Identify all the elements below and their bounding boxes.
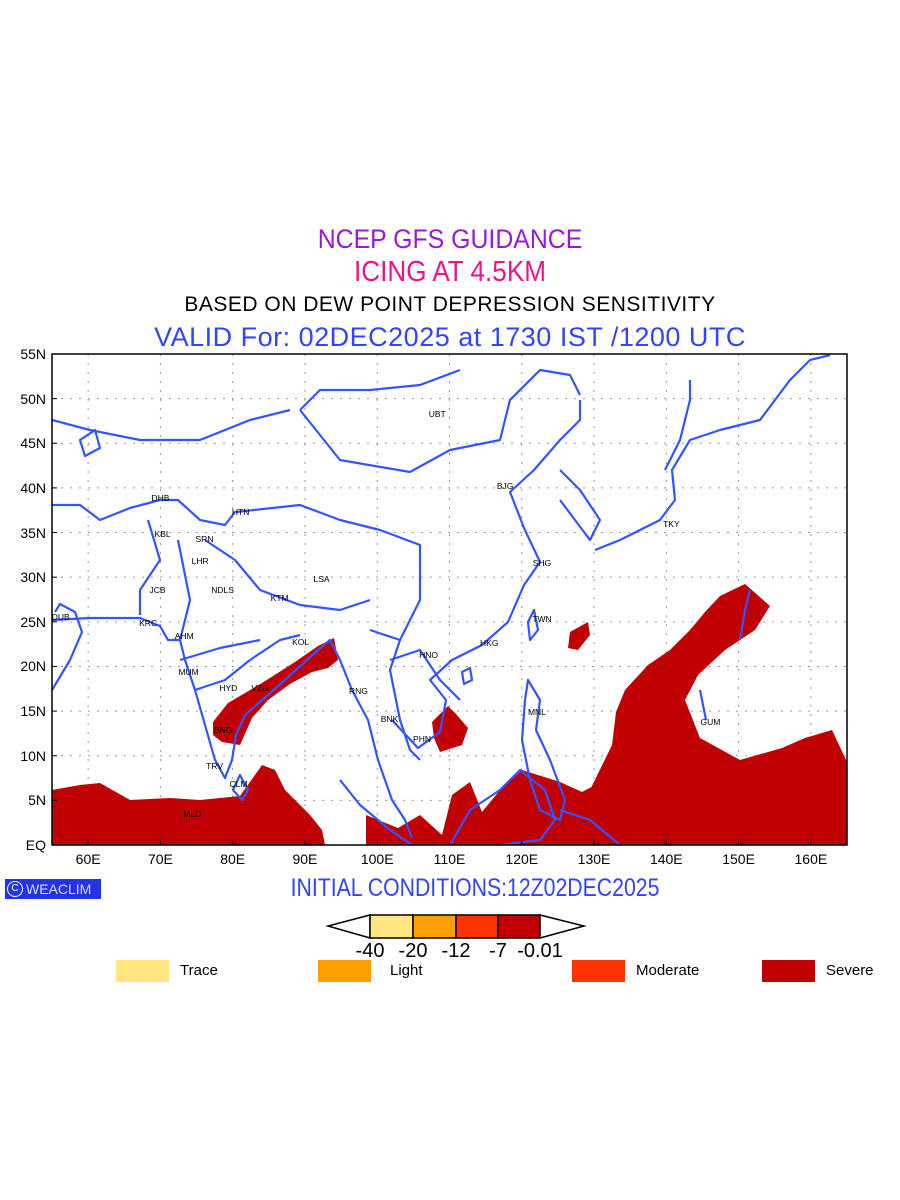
y-tick-label: 30N bbox=[20, 569, 46, 586]
y-tick-label: 35N bbox=[20, 524, 46, 541]
legend-label-severe: Severe bbox=[826, 962, 874, 979]
x-tick-label: 100E bbox=[360, 851, 394, 867]
x-tick-label: 60E bbox=[75, 851, 101, 867]
city-label-hno: HNO bbox=[419, 649, 438, 660]
chart-title: NCEP GFS GUIDANCE bbox=[317, 224, 583, 254]
legend-swatch-light bbox=[318, 960, 371, 982]
legend-label-light: Light bbox=[390, 962, 423, 979]
city-label-hkg: HKG bbox=[480, 638, 499, 649]
logo-text: WEACLIM bbox=[26, 881, 92, 897]
city-label-lhr: LHR bbox=[191, 556, 209, 567]
legend-swatch-trace bbox=[116, 960, 169, 982]
city-label-shg: SHG bbox=[532, 557, 552, 568]
y-tick-label: 45N bbox=[20, 435, 46, 452]
y-tick-label: 40N bbox=[20, 479, 46, 496]
colorbar-label: -7 bbox=[489, 940, 507, 962]
city-label-rng: RNG bbox=[348, 686, 368, 697]
city-label-phn: PHN bbox=[413, 733, 432, 744]
valid-time: VALID For: 02DEC2025 at 1730 IST /1200 U… bbox=[154, 322, 746, 352]
city-label-ktm: KTM bbox=[270, 592, 289, 603]
legend-label-trace: Trace bbox=[180, 962, 218, 979]
colorbar bbox=[325, 914, 587, 939]
city-label-mld: MLD bbox=[183, 808, 202, 819]
city-label-lsa: LSA bbox=[313, 573, 330, 584]
weaclim-logo: C WEACLIM bbox=[5, 879, 101, 899]
city-label-vzg: VZG bbox=[251, 682, 269, 693]
initial-conditions: INITIAL CONDITIONS:12Z02DEC2025 bbox=[290, 874, 660, 902]
city-label-htn: HTN bbox=[231, 507, 250, 517]
icing-area-vietnam bbox=[432, 706, 468, 752]
x-tick-label: 120E bbox=[505, 851, 539, 867]
legend-swatch-moderate bbox=[572, 960, 625, 982]
y-tick-label: 20N bbox=[20, 658, 46, 675]
city-label-dub: DUB bbox=[51, 612, 70, 623]
city-label-ndls: NDLS bbox=[211, 584, 234, 595]
colorbar-light bbox=[412, 914, 457, 939]
copyright-icon: C bbox=[7, 881, 23, 897]
coastlines-and-borders bbox=[52, 354, 831, 845]
x-tick-label: 80E bbox=[220, 851, 246, 867]
basis-text: BASED ON DEW POINT DEPRESSION SENSITIVIT… bbox=[184, 293, 716, 316]
y-tick-label: 5N bbox=[28, 792, 46, 809]
y-tick-label: 25N bbox=[20, 613, 46, 630]
x-tick-label: 150E bbox=[722, 851, 755, 867]
colorbar-label: -40 bbox=[355, 940, 385, 962]
city-label-twn: TWN bbox=[532, 614, 552, 625]
colorbar-trace bbox=[369, 914, 414, 939]
city-label-ubt: UBT bbox=[428, 408, 446, 419]
colorbar-severe bbox=[497, 914, 541, 939]
y-tick-label: 55N bbox=[20, 346, 46, 362]
city-label-kbl: KBL bbox=[154, 529, 171, 540]
colorbar-label: -0.01 bbox=[517, 940, 563, 962]
colorbar-left-arrow bbox=[325, 914, 371, 939]
city-label-bng: BNG bbox=[214, 724, 233, 735]
x-tick-label: 160E bbox=[794, 851, 828, 867]
legend-swatch-severe bbox=[762, 960, 815, 982]
icing-area-western-pacific bbox=[590, 584, 847, 845]
x-tick-label: 130E bbox=[577, 851, 611, 867]
city-label-hyd: HYD bbox=[219, 682, 238, 693]
colorbar-label: -20 bbox=[398, 940, 428, 962]
colorbar-moderate bbox=[455, 914, 499, 939]
x-tick-label: 110E bbox=[433, 851, 466, 867]
y-tick-label: 50N bbox=[20, 390, 46, 407]
city-label-krc: KRC bbox=[139, 617, 158, 628]
y-tick-label: 10N bbox=[20, 747, 46, 764]
y-tick-label: 15N bbox=[20, 703, 46, 720]
city-label-kol: KOL bbox=[292, 637, 310, 648]
chart-subtitle: ICING AT 4.5KM bbox=[354, 256, 546, 288]
icing-area-indonesia bbox=[366, 770, 640, 845]
city-label-mnl: MNL bbox=[527, 706, 546, 717]
city-label-gum: GUM bbox=[700, 716, 721, 727]
colorbar-right-arrow bbox=[539, 914, 587, 939]
city-label-dhb: DHB bbox=[151, 492, 170, 503]
city-label-tky: TKY bbox=[663, 518, 680, 529]
x-tick-label: 70E bbox=[147, 851, 173, 867]
legend-label-moderate: Moderate bbox=[636, 962, 700, 979]
severe-icing-areas bbox=[52, 584, 847, 845]
city-label-trv: TRV bbox=[206, 761, 224, 772]
city-label-mum: MUM bbox=[178, 666, 199, 677]
city-label-clm: CLM bbox=[229, 779, 248, 790]
city-label-ahm: AHM bbox=[174, 631, 194, 642]
city-label-bjg: BJG bbox=[496, 481, 514, 492]
y-tick-label: EQ bbox=[25, 837, 46, 853]
city-label-srn: SRN bbox=[195, 533, 214, 544]
x-tick-label: 90E bbox=[292, 851, 318, 867]
icing-area-arabian-sea bbox=[52, 765, 325, 845]
x-tick-label: 140E bbox=[649, 851, 683, 867]
city-label-jcb: JCB bbox=[149, 584, 166, 595]
icing-area-east-of-taiwan bbox=[568, 622, 590, 650]
colorbar-label: -12 bbox=[441, 940, 471, 962]
city-label-bnk: BNK bbox=[380, 714, 399, 725]
